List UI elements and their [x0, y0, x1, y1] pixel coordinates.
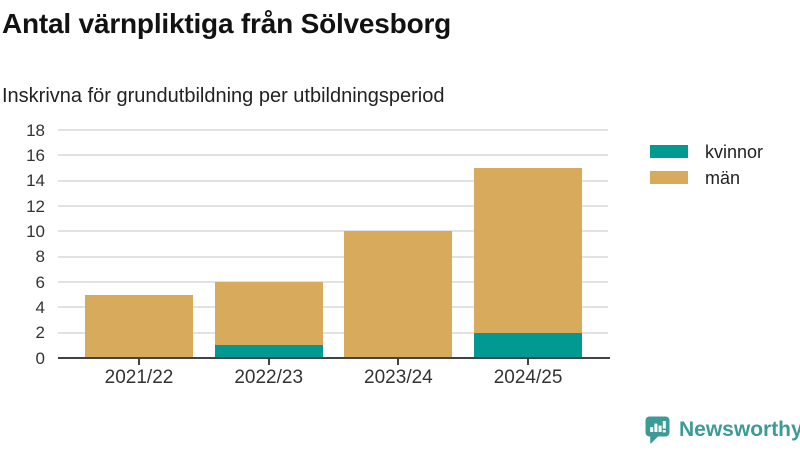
y-axis-label: 4 — [35, 297, 45, 317]
chart-title: Antal värnpliktiga från Sölvesborg — [2, 8, 452, 39]
y-axis-label: 10 — [26, 221, 45, 241]
y-gridline — [58, 154, 608, 157]
y-axis-label: 8 — [35, 247, 45, 267]
x-axis-tick — [527, 359, 530, 365]
bar-segment-kvinnor — [214, 345, 323, 358]
bar-segment-män — [214, 282, 323, 346]
y-axis-label: 16 — [26, 145, 45, 165]
chart-subtitle: Inskrivna för grundutbildning per utbild… — [2, 85, 445, 107]
newsworthy-speech-bubble-icon — [645, 416, 670, 444]
legend-label: män — [705, 167, 741, 188]
y-gridline — [58, 306, 608, 309]
x-axis-tick — [138, 359, 140, 365]
y-axis-label: 12 — [26, 196, 45, 216]
y-gridline — [58, 129, 608, 131]
bar-segment-män — [85, 294, 193, 358]
x-axis-label: 2022/23 — [234, 367, 304, 388]
bar-segment-män — [344, 231, 453, 358]
legend-swatch-man-icon — [650, 171, 688, 184]
legend-swatch-kvinnor-icon — [650, 145, 688, 158]
y-gridline — [58, 230, 608, 233]
legend-item-kvinnor: kvinnor — [650, 141, 764, 162]
newsworthy-wordmark: Newsworthy — [679, 418, 800, 441]
y-axis-label: 0 — [35, 348, 45, 368]
x-axis-tick — [267, 359, 270, 365]
y-gridline — [58, 281, 608, 283]
x-axis-tick — [397, 359, 400, 365]
y-axis-label: 14 — [26, 171, 45, 191]
bar-segment-män — [474, 168, 583, 333]
y-axis-label: 6 — [35, 272, 45, 292]
x-axis-label: 2023/24 — [364, 367, 433, 388]
y-gridline — [58, 255, 608, 258]
newsworthy-logo-link[interactable]: Newsworthy — [645, 416, 800, 444]
y-axis-label: 18 — [26, 120, 45, 140]
x-axis-label: 2024/25 — [493, 367, 563, 388]
legend-label: kvinnor — [705, 141, 764, 162]
chart-legend: kvinnor män — [650, 141, 764, 188]
y-gridline — [58, 205, 608, 207]
y-gridline — [58, 331, 608, 334]
y-axis-label: 2 — [35, 323, 45, 343]
x-axis-line — [58, 357, 610, 359]
bar-segment-kvinnor — [474, 332, 583, 358]
y-gridline — [58, 179, 608, 182]
x-axis-label: 2021/22 — [104, 367, 174, 388]
legend-item-man: män — [650, 167, 763, 188]
